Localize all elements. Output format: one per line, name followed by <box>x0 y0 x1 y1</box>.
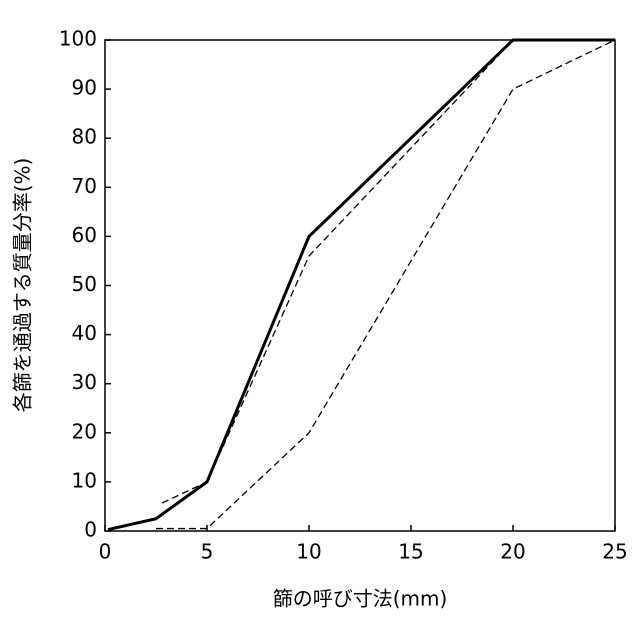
y-tick-label: 50 <box>72 272 97 296</box>
x-tick-label: 5 <box>201 540 214 564</box>
y-tick-label: 80 <box>72 125 97 149</box>
series-line <box>108 40 615 530</box>
y-tick-label: 40 <box>72 321 97 345</box>
x-axis-label: 篩の呼び寸法(mm) <box>273 587 448 611</box>
y-tick-label: 70 <box>72 174 97 198</box>
series-line <box>162 40 615 503</box>
y-axis-label: 各篩を通過する質量分率(%) <box>11 158 35 413</box>
x-tick-label: 0 <box>99 540 112 564</box>
plot-frame <box>105 40 615 531</box>
series-line <box>156 40 615 529</box>
y-tick-label: 0 <box>84 518 97 542</box>
y-tick-label: 10 <box>72 468 97 492</box>
chart: 篩の呼び寸法(mm) 各篩を通過する質量分率(%) 01020304050607… <box>0 0 640 640</box>
x-tick-label: 25 <box>602 540 627 564</box>
x-tick-label: 15 <box>398 540 423 564</box>
x-tick-label: 20 <box>500 540 525 564</box>
y-tick-label: 90 <box>72 76 97 100</box>
y-tick-label: 20 <box>72 419 97 443</box>
x-tick-label: 10 <box>296 540 321 564</box>
y-tick-label: 100 <box>59 27 97 51</box>
y-tick-label: 30 <box>72 370 97 394</box>
y-tick-label: 60 <box>72 223 97 247</box>
